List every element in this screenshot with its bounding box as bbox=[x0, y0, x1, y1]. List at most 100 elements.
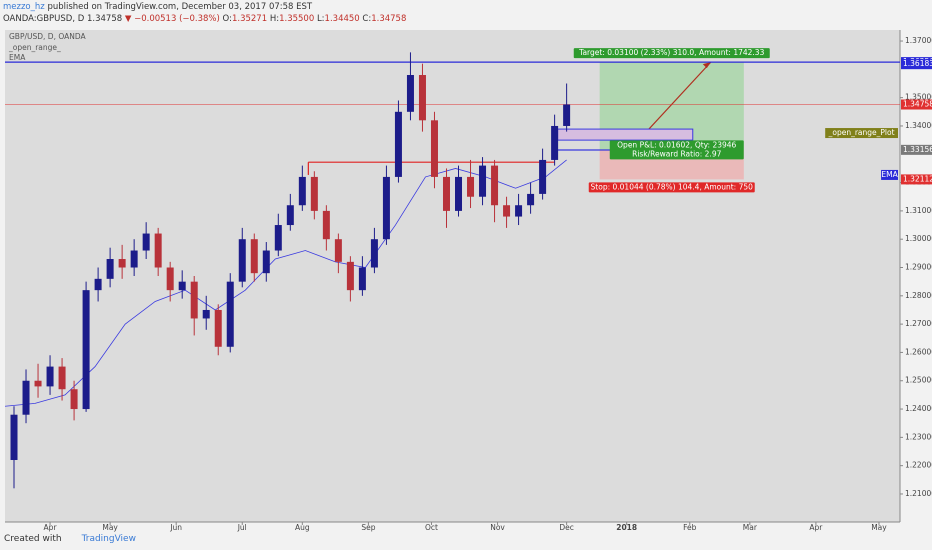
candle-body bbox=[262, 250, 270, 274]
candle-body bbox=[226, 281, 234, 347]
candle-body bbox=[82, 290, 90, 410]
x-tick-label: May bbox=[102, 523, 118, 532]
x-tick-label: May bbox=[871, 523, 887, 532]
ohlc-value: 1.34450 bbox=[324, 14, 360, 24]
x-tick-label: Jun bbox=[169, 523, 182, 532]
side-label-box bbox=[881, 169, 898, 180]
price-axis bbox=[900, 30, 932, 522]
legend-item: GBP/USD, D, OANDA bbox=[9, 32, 86, 41]
range-box bbox=[557, 128, 694, 141]
y-tick-label: 1.24000 bbox=[905, 404, 932, 413]
price-label: 1.36183 bbox=[903, 59, 932, 68]
candle-body bbox=[406, 75, 414, 112]
candle-body bbox=[190, 281, 198, 319]
x-tick-label: Aug bbox=[295, 523, 310, 532]
candle-body bbox=[394, 111, 402, 177]
candle-body bbox=[310, 176, 318, 211]
pnl-label: Risk/Reward Ratio: 2.97 bbox=[632, 149, 721, 158]
ohlc-label: O: bbox=[222, 14, 232, 24]
author[interactable]: mezzo_hz bbox=[3, 2, 45, 12]
x-tick-label: Mar bbox=[743, 523, 758, 532]
x-tick-label: Oct bbox=[425, 523, 438, 532]
header: mezzo_hz published on TradingView.com, D… bbox=[3, 1, 406, 25]
candle-body bbox=[10, 414, 18, 461]
candle-body bbox=[34, 380, 42, 387]
ohlc-value: 1.35500 bbox=[279, 14, 315, 24]
x-tick-label: Apr bbox=[44, 523, 58, 532]
candle-body bbox=[178, 281, 186, 291]
y-tick-label: 1.37000 bbox=[905, 36, 932, 45]
candle-body bbox=[286, 205, 294, 226]
y-tick-label: 1.29000 bbox=[905, 263, 932, 272]
candle-body bbox=[418, 75, 426, 121]
candle-body bbox=[455, 176, 463, 211]
footer: Created with TradingView bbox=[4, 534, 136, 544]
y-tick-label: 1.23000 bbox=[905, 432, 932, 441]
y-tick-label: 1.26000 bbox=[905, 347, 932, 356]
candle-body bbox=[503, 205, 511, 217]
candle-body bbox=[154, 233, 162, 268]
y-tick-label: 1.27000 bbox=[905, 319, 932, 328]
price-label: 1.33156 bbox=[903, 145, 932, 154]
ohlc-value: 1.34758 bbox=[371, 14, 407, 24]
last: 1.34758 bbox=[87, 14, 123, 24]
x-tick-label: Nov bbox=[490, 523, 505, 532]
y-tick-label: 1.30000 bbox=[905, 234, 932, 243]
y-tick-label: 1.34000 bbox=[905, 121, 932, 130]
y-tick-label: 1.21000 bbox=[905, 489, 932, 498]
candle-body bbox=[358, 267, 366, 291]
pnl-label: Open P&L: 0.01602, Qty: 23946 bbox=[617, 140, 736, 149]
stop-label: Stop: 0.01044 (0.78%) 104.4, Amount: 750 bbox=[591, 182, 754, 191]
price-label-box bbox=[901, 174, 932, 185]
x-tick-label: Sep bbox=[361, 523, 375, 532]
candle-body bbox=[370, 239, 378, 268]
candle-body bbox=[58, 366, 66, 390]
ohlc-label: C: bbox=[362, 14, 372, 24]
price-label: 1.34758 bbox=[903, 100, 932, 109]
candle-body bbox=[118, 259, 126, 268]
candle-body bbox=[527, 193, 535, 206]
candle-body bbox=[142, 233, 150, 251]
chart: GBP/USD, D, OANDA _open_range_ EMA 1.210… bbox=[4, 30, 932, 532]
created: Created with bbox=[4, 534, 62, 544]
published: published on TradingView.com, December 0… bbox=[47, 2, 313, 12]
x-tick-label: Jul bbox=[237, 523, 247, 532]
candle-body bbox=[22, 380, 30, 415]
x-tick-label: Dec bbox=[559, 523, 574, 532]
side-label: _open_range_Plot bbox=[828, 128, 895, 137]
candle-body bbox=[382, 176, 390, 240]
y-tick-label: 1.35000 bbox=[905, 93, 932, 102]
label-box bbox=[573, 48, 770, 59]
candle-body bbox=[238, 239, 246, 282]
ohlc-value: 1.35271 bbox=[231, 14, 268, 24]
y-tick-label: 1.28000 bbox=[905, 291, 932, 300]
candle-body bbox=[515, 205, 523, 217]
legend-item: _open_range_ bbox=[8, 43, 61, 52]
candle-body bbox=[479, 165, 487, 197]
price-label-box bbox=[901, 99, 932, 110]
legend-item: EMA bbox=[9, 53, 26, 62]
x-tick-label: Apr bbox=[809, 523, 823, 532]
label-box bbox=[588, 182, 755, 193]
y-tick-label: 1.31000 bbox=[905, 206, 932, 215]
candle-body bbox=[563, 104, 571, 126]
price-label: 1.32112 bbox=[903, 174, 932, 183]
candle-body bbox=[430, 120, 438, 177]
y-tick-label: 1.25000 bbox=[905, 376, 932, 385]
arrow-head bbox=[702, 62, 711, 69]
candle-body bbox=[539, 159, 547, 194]
side-label-box bbox=[825, 128, 898, 139]
symbol: OANDA:GBPUSD, D bbox=[3, 14, 85, 24]
label-box bbox=[609, 140, 744, 160]
ohlc-label: H: bbox=[269, 14, 280, 24]
candle-body bbox=[250, 239, 258, 274]
candle-body bbox=[202, 309, 210, 319]
brand[interactable]: TradingView bbox=[81, 534, 136, 544]
candle-body bbox=[467, 176, 475, 197]
ohlc-label: L: bbox=[316, 14, 325, 24]
candle-body bbox=[130, 250, 138, 268]
candle-body bbox=[298, 176, 306, 206]
candle-body bbox=[346, 261, 354, 291]
price-label-box bbox=[901, 144, 932, 155]
